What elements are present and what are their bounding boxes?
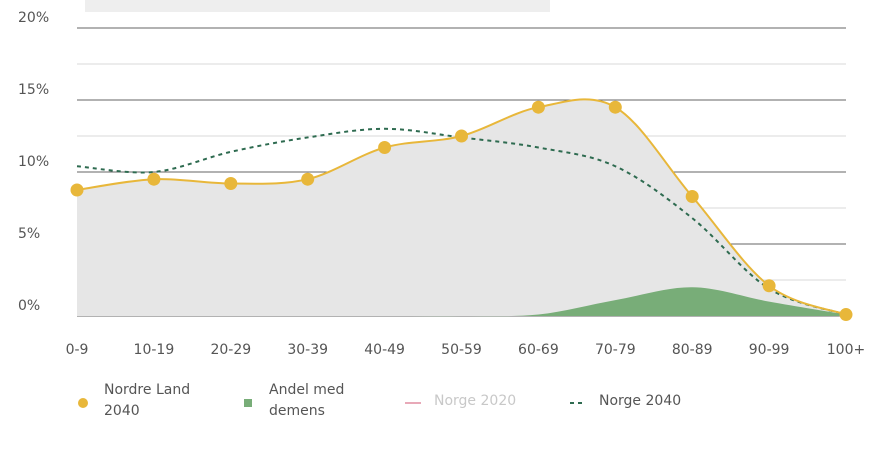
legend-symbol: [400, 394, 426, 408]
legend-icon: [244, 399, 252, 407]
x-tick-label: 20-29: [210, 342, 251, 358]
legend-item[interactable]: Norge 2040: [565, 380, 730, 422]
point: [378, 141, 392, 155]
x-tick-label: 60-69: [518, 342, 559, 358]
legend-icon: [78, 398, 88, 408]
legend-symbol: [70, 394, 96, 408]
x-tick-label: 70-79: [595, 342, 636, 358]
legend-label: Nordre Land 2040: [104, 382, 191, 419]
legend-item[interactable]: Nordre Land 2040: [70, 380, 235, 422]
point: [685, 189, 699, 203]
legend-icon: [570, 402, 586, 404]
line: [76, 127, 847, 316]
x-tick-label: 40-49: [364, 342, 405, 358]
point: [762, 279, 776, 293]
legend-icon: [405, 402, 421, 404]
y-tick-label: 5%: [18, 226, 40, 242]
y-tick-label: 10%: [18, 154, 49, 170]
legend-item[interactable]: Andel med demens: [235, 380, 400, 422]
legend: Nordre Land 2040 Andel med demens Norge 20…: [70, 380, 730, 422]
point: [70, 183, 84, 197]
legend-label: Andel med demens: [269, 382, 345, 419]
legend-symbol: [235, 394, 261, 408]
x-tick-label: 0-9: [66, 342, 89, 358]
y-tick-label: 15%: [18, 82, 49, 98]
point: [531, 100, 545, 114]
x-tick-label: 80-89: [672, 342, 713, 358]
point: [147, 172, 161, 186]
tab-strip: [85, 0, 550, 12]
x-tick-label: 30-39: [287, 342, 328, 358]
y-tick-label: 0%: [18, 298, 40, 314]
chart: 0% 5% 10% 15% 20% 0-9 10-19 20-29 30-39 40-49 50-5…: [18, 0, 865, 358]
legend-label: Norge 2020: [434, 392, 517, 409]
area: [77, 99, 846, 316]
legend-mark: [78, 398, 88, 408]
legend-label: Norge 2040: [599, 392, 682, 409]
x-tick-label: 10-19: [134, 342, 175, 358]
x-tick-label: 50-59: [441, 342, 482, 358]
y-tick-label: 20%: [18, 10, 49, 26]
point: [224, 177, 238, 191]
legend-item[interactable]: Norge 2020: [400, 380, 565, 422]
point: [839, 308, 853, 322]
x-tick-label: 90-99: [749, 342, 790, 358]
legend-mark: [244, 399, 252, 407]
legend-symbol: [565, 394, 591, 408]
point: [608, 100, 622, 114]
area: [77, 287, 846, 317]
line: [76, 98, 847, 316]
point: [455, 129, 468, 143]
point: [301, 172, 315, 186]
x-tick-label: 100+: [827, 342, 865, 358]
